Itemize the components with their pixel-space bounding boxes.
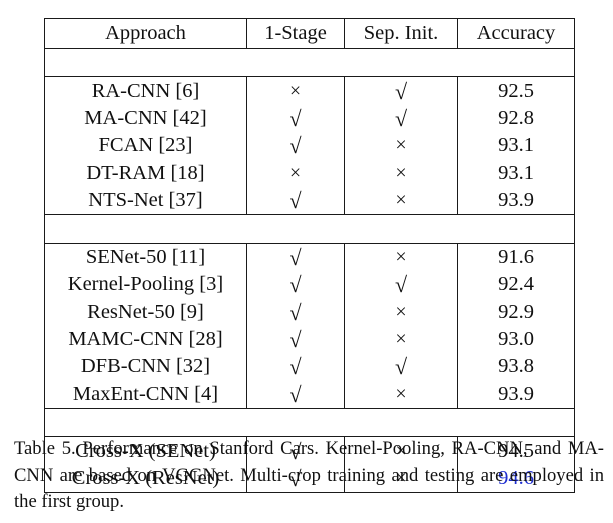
table-row: Cross-X (SENet) √ × 94.5	[44, 436, 575, 465]
cell-one-stage: √	[246, 186, 345, 216]
table-row: DT-RAM [18] × × 93.1	[44, 159, 575, 187]
cell-one-stage: √	[246, 325, 345, 354]
header-accuracy: Accuracy	[457, 18, 575, 49]
table-row: NTS-Net [37] √ × 93.9	[44, 186, 575, 216]
cell-accuracy: 91.6	[457, 242, 575, 272]
header-one-stage: 1-Stage	[246, 18, 345, 49]
cell-approach: RA-CNN [6]	[44, 76, 247, 105]
header-row: Approach 1-Stage Sep. Init. Accuracy	[44, 18, 575, 49]
cell-approach: MAMC-CNN [28]	[44, 325, 247, 354]
cell-approach: Kernel-Pooling [3]	[44, 271, 247, 299]
cell-one-stage: √	[246, 242, 345, 272]
cell-sep-init: ×	[344, 186, 458, 216]
cell-approach: MA-CNN [42]	[44, 104, 247, 133]
table-row: MaxEnt-CNN [4] √ × 93.9	[44, 380, 575, 410]
cell-one-stage: √	[246, 271, 345, 299]
table-row: MAMC-CNN [28] √ × 93.0	[44, 325, 575, 354]
table-row: Kernel-Pooling [3] √ √ 92.4	[44, 271, 575, 299]
cell-sep-init: √	[344, 353, 458, 381]
cell-one-stage: ×	[246, 159, 345, 187]
spacer-cell	[44, 214, 575, 244]
cell-sep-init: √	[344, 104, 458, 133]
cell-sep-init: √	[344, 271, 458, 299]
cell-one-stage: √	[246, 353, 345, 381]
group-spacer	[44, 48, 575, 77]
spacer-cell	[44, 48, 575, 77]
cell-approach: ResNet-50 [9]	[44, 298, 247, 326]
cell-accuracy: 93.9	[457, 186, 575, 216]
cell-accuracy: 93.1	[457, 159, 575, 187]
header-sep-init: Sep. Init.	[344, 18, 458, 49]
cell-approach: Cross-X (SENet)	[44, 436, 247, 465]
cell-one-stage: √	[246, 132, 345, 160]
cell-approach: FCAN [23]	[44, 132, 247, 160]
header-approach: Approach	[44, 18, 247, 49]
table-row: SENet-50 [11] √ × 91.6	[44, 242, 575, 272]
cell-one-stage: √	[246, 380, 345, 410]
cell-accuracy: 93.0	[457, 325, 575, 354]
cell-sep-init: ×	[344, 242, 458, 272]
cell-accuracy: 93.8	[457, 353, 575, 381]
cell-accuracy: 92.5	[457, 76, 575, 105]
cell-accuracy: 94.5	[457, 436, 575, 465]
table-row: FCAN [23] √ × 93.1	[44, 132, 575, 160]
table-row: RA-CNN [6] × √ 92.5	[44, 76, 575, 105]
cell-one-stage: ×	[246, 76, 345, 105]
results-table: Approach 1-Stage Sep. Init. Accuracy RA-…	[44, 18, 575, 494]
cell-approach: NTS-Net [37]	[44, 186, 247, 216]
spacer-cell	[44, 408, 575, 437]
cell-sep-init: ×	[344, 159, 458, 187]
cell-sep-init: √	[344, 76, 458, 105]
cell-accuracy: 92.8	[457, 104, 575, 133]
cell-one-stage: √	[246, 104, 345, 133]
table-body: RA-CNN [6] × √ 92.5 MA-CNN [42] √ √ 92.8 FCAN [2…	[44, 48, 575, 494]
cell-sep-init: ×	[344, 132, 458, 160]
group-spacer	[44, 214, 575, 244]
cell-accuracy: 92.4	[457, 271, 575, 299]
table-header: Approach 1-Stage Sep. Init. Accuracy	[44, 18, 575, 49]
cell-accuracy: 94.6	[457, 464, 575, 494]
cell-approach: Cross-X (ResNet)	[44, 464, 247, 494]
cell-accuracy: 93.1	[457, 132, 575, 160]
cell-one-stage: √	[246, 464, 345, 494]
cell-one-stage: √	[246, 298, 345, 326]
table-row: Cross-X (ResNet) √ × 94.6	[44, 464, 575, 494]
table-row: ResNet-50 [9] √ × 92.9	[44, 298, 575, 326]
table-row: DFB-CNN [32] √ √ 93.8	[44, 353, 575, 381]
cell-sep-init: ×	[344, 325, 458, 354]
cell-one-stage: √	[246, 436, 345, 465]
cell-accuracy: 92.9	[457, 298, 575, 326]
cell-accuracy: 93.9	[457, 380, 575, 410]
group-spacer	[44, 408, 575, 437]
table-row: MA-CNN [42] √ √ 92.8	[44, 104, 575, 133]
cell-approach: MaxEnt-CNN [4]	[44, 380, 247, 410]
cell-sep-init: ×	[344, 436, 458, 465]
cell-approach: SENet-50 [11]	[44, 242, 247, 272]
cell-sep-init: ×	[344, 464, 458, 494]
cell-approach: DFB-CNN [32]	[44, 353, 247, 381]
cell-sep-init: ×	[344, 380, 458, 410]
cell-sep-init: ×	[344, 298, 458, 326]
table-caption: Table 5. Performance on Stanford Cars. K…	[14, 438, 604, 512]
cell-approach: DT-RAM [18]	[44, 159, 247, 187]
